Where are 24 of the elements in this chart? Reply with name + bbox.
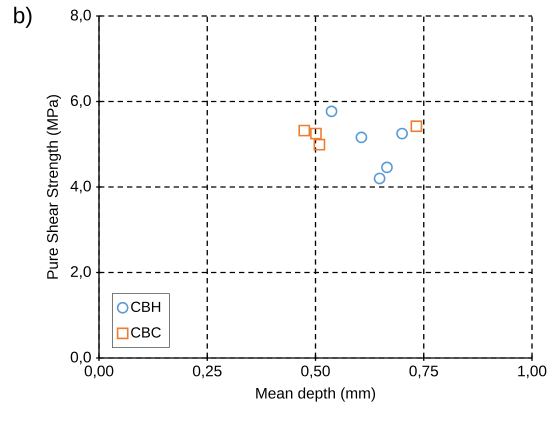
point <box>326 105 338 118</box>
x-tick-label: 0,25 <box>192 366 222 378</box>
legend-label: CBC <box>131 327 161 338</box>
y-tick-label: 6,0 <box>70 95 91 108</box>
x-tick-label: 0,00 <box>84 366 114 378</box>
x-tick-label: 1,00 <box>518 366 546 378</box>
x-tick-label: 0,50 <box>301 366 330 378</box>
point <box>298 124 310 136</box>
y-axis-title: Pure Shear Strength (MPa) <box>46 95 61 279</box>
x-axis-title: Mean depth (mm) <box>256 387 376 402</box>
point <box>396 128 408 140</box>
legend-label: CBH <box>131 302 160 312</box>
point <box>310 128 322 140</box>
point <box>314 138 326 151</box>
point <box>381 161 393 174</box>
point <box>410 120 422 132</box>
text: b) <box>14 6 32 28</box>
y-tick-label: 2,0 <box>70 266 91 279</box>
point <box>374 172 386 184</box>
y-tick-label: 4,0 <box>70 180 91 194</box>
y-tick-label: 8,0 <box>70 10 91 22</box>
y-tick-label: 0,0 <box>70 352 91 364</box>
point <box>356 132 368 144</box>
x-tick-label: 0,75 <box>409 366 438 378</box>
